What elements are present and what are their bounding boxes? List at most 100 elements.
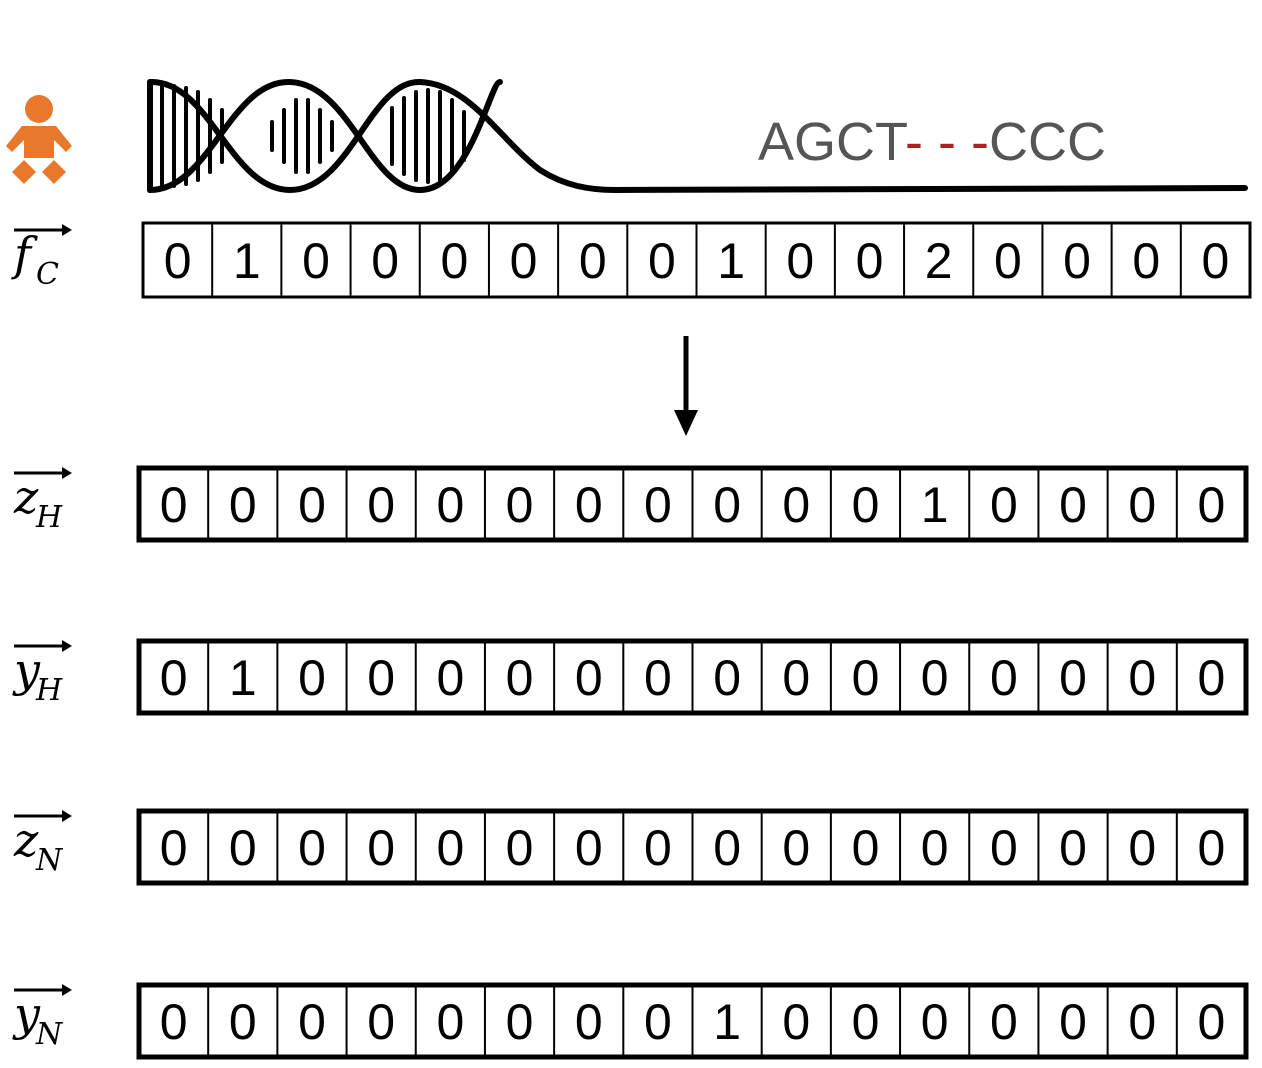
dna-helix-icon: [147, 78, 1248, 194]
vector-cell: 2: [925, 233, 953, 289]
dna-strand-a: [147, 78, 1248, 194]
vector-cell: 0: [160, 477, 188, 533]
vector-cell: 0: [229, 477, 257, 533]
vector-cell: 0: [579, 233, 607, 289]
vector-cell: 0: [575, 477, 603, 533]
vector-cell: 0: [298, 994, 326, 1050]
vector-cell: 0: [713, 820, 741, 876]
vector-symbol: y: [12, 643, 41, 697]
vector-cell: 0: [298, 477, 326, 533]
vector-cell: 1: [921, 477, 949, 533]
vector-symbol: z: [13, 813, 39, 867]
vector-arrowhead-icon: [62, 640, 72, 652]
vector-cell: 0: [648, 233, 676, 289]
vector-cell: 0: [644, 650, 672, 706]
vector-subscript: H: [35, 500, 63, 535]
vector-row-yh: yH 0 1 0 0 0 0 0 0 0 0 0 0 0 0 0 0: [12, 638, 1249, 716]
vector-cell: 0: [921, 820, 949, 876]
vector-cell: 0: [1128, 650, 1156, 706]
vector-subscript: H: [35, 673, 63, 708]
sequence-end: CCC: [989, 112, 1106, 172]
vector-label-yh: yH: [12, 640, 72, 708]
vector-cell: 0: [852, 650, 880, 706]
vector-cell: 0: [436, 994, 464, 1050]
vector-cell: 0: [1063, 233, 1091, 289]
vector-cell: 0: [506, 994, 534, 1050]
vector-cell: 0: [229, 994, 257, 1050]
vector-cell: 0: [856, 233, 884, 289]
vector-cell: 0: [1198, 650, 1226, 706]
vector-cell: 0: [786, 233, 814, 289]
vector-cell: 0: [1132, 233, 1160, 289]
vector-cell: 0: [1128, 820, 1156, 876]
vector-cell: 0: [644, 994, 672, 1050]
vector-cell: 0: [510, 233, 538, 289]
vector-cell: 0: [852, 820, 880, 876]
vector-cell: 0: [160, 650, 188, 706]
vector-cell: 0: [367, 650, 395, 706]
vector-cell: 0: [782, 477, 810, 533]
vector-cell: 0: [506, 820, 534, 876]
vector-cell: 0: [1198, 820, 1226, 876]
vector-cell: 0: [990, 650, 1018, 706]
vector-cell: 0: [852, 477, 880, 533]
vector-cell: 0: [644, 820, 672, 876]
vector-cell: 0: [436, 650, 464, 706]
vector-label-yn: yN: [12, 984, 72, 1052]
vector-cell: 0: [1059, 820, 1087, 876]
vector-cell: 0: [990, 820, 1018, 876]
vector-cell: 0: [782, 994, 810, 1050]
vector-cell: 0: [990, 477, 1018, 533]
vector-label-zh: zH: [13, 467, 72, 535]
vector-subscript: N: [35, 843, 64, 878]
vector-subscript: N: [35, 1017, 64, 1052]
vector-row-zn: zN 0 0 0 0 0 0 0 0 0 0 0 0 0 0 0 0: [13, 808, 1249, 886]
vector-cell: 0: [575, 650, 603, 706]
vector-cell: 0: [371, 233, 399, 289]
vector-cell: 0: [921, 650, 949, 706]
vector-cell: 1: [233, 233, 261, 289]
vector-cell: 0: [575, 820, 603, 876]
vector-cell: 1: [717, 233, 745, 289]
vector-cell: 0: [782, 650, 810, 706]
vector-cell: 0: [994, 233, 1022, 289]
vector-cell: 0: [1059, 994, 1087, 1050]
vector-cell: 0: [1059, 477, 1087, 533]
sequence-gap: - - -: [905, 112, 989, 172]
vector-cell: 0: [713, 477, 741, 533]
vector-cell: 0: [1059, 650, 1087, 706]
vector-cell: 0: [1198, 994, 1226, 1050]
vector-cell: 0: [436, 820, 464, 876]
vector-subscript: C: [36, 257, 59, 292]
vector-cell: 0: [160, 820, 188, 876]
vector-rows: f C 0 1 0 0 0 0 0 0 1 0 0 2 0 0 0 0zH 0 0 0 0 0 0 0 0 0 0 0 1 0 0 0 0yH 0 1…: [11, 221, 1252, 1060]
vector-arrowhead-icon: [62, 984, 72, 996]
vector-arrowhead-icon: [62, 467, 72, 479]
dna-sequence: AGCT- - -CCC: [758, 112, 1106, 172]
down-arrow-icon: [674, 336, 698, 436]
dna-strand-b: [147, 78, 503, 194]
vector-cell: 0: [1128, 994, 1156, 1050]
vector-symbol: f: [11, 227, 38, 281]
vector-cell: 0: [367, 994, 395, 1050]
vector-row-zh: zH 0 0 0 0 0 0 0 0 0 0 0 1 0 0 0 0: [13, 465, 1249, 543]
vector-label-zn: zN: [13, 810, 72, 878]
vector-cell: 1: [713, 994, 741, 1050]
vector-row-yn: yN 0 0 0 0 0 0 0 0 1 0 0 0 0 0 0 0: [12, 982, 1249, 1060]
vector-cell: 0: [367, 820, 395, 876]
vector-cell: 0: [1198, 477, 1226, 533]
vector-cell: 0: [644, 477, 672, 533]
vector-cell: 0: [506, 477, 534, 533]
vector-cell: 0: [713, 650, 741, 706]
vector-cell: 0: [164, 233, 192, 289]
vector-arrowhead-icon: [62, 224, 72, 236]
vector-cell: 0: [575, 994, 603, 1050]
vector-cell: 0: [440, 233, 468, 289]
vector-cell: 0: [852, 994, 880, 1050]
sequence-start: AGCT: [758, 112, 907, 172]
dna-rungs: [160, 84, 466, 188]
vector-cell: 0: [302, 233, 330, 289]
vector-cell: 0: [298, 820, 326, 876]
baby-icon: [6, 95, 72, 184]
